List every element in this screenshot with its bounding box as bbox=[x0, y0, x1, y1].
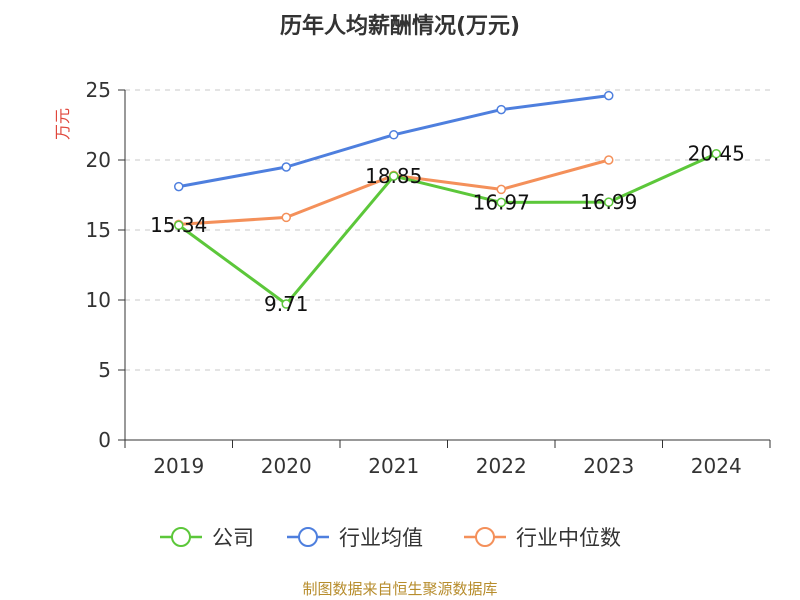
grid-lines bbox=[125, 89, 770, 371]
axes: 0 5 10 15 20 25 2019 2020 2021 2022 2023 2024 bbox=[86, 78, 771, 478]
data-labels: 15.34 9.71 18.85 16.97 16.99 20.45 bbox=[150, 142, 745, 316]
data-point[interactable] bbox=[174, 220, 184, 230]
legend-label: 行业中位数 bbox=[516, 526, 621, 550]
source-note: 制图数据来自恒生聚源数据库 bbox=[302, 580, 497, 598]
data-label: 16.97 bbox=[473, 190, 530, 214]
legend-item[interactable]: 行业中位数 bbox=[464, 526, 621, 550]
data-point[interactable] bbox=[174, 181, 184, 192]
y-axis-label: 万元 bbox=[53, 108, 72, 140]
x-tick-label: 2020 bbox=[261, 454, 312, 478]
data-point[interactable] bbox=[604, 197, 614, 207]
x-tick-label: 2023 bbox=[583, 454, 634, 478]
data-label: 20.45 bbox=[688, 142, 745, 166]
y-tick-label: 20 bbox=[86, 148, 111, 172]
x-tick-label: 2024 bbox=[691, 454, 742, 478]
legend-label: 行业均值 bbox=[339, 526, 423, 550]
x-tick-label: 2019 bbox=[153, 454, 204, 478]
data-label: 9.71 bbox=[264, 292, 309, 316]
y-tick-label: 25 bbox=[86, 78, 111, 102]
data-point[interactable] bbox=[604, 90, 614, 101]
data-label: 18.85 bbox=[365, 164, 422, 188]
legend[interactable]: 公司 行业均值 行业中位数 bbox=[160, 526, 621, 550]
legend-marker-icon bbox=[171, 527, 191, 547]
chart-title: 历年人均薪酬情况(万元) bbox=[280, 13, 520, 39]
legend-marker-icon bbox=[298, 527, 318, 547]
legend-marker-icon bbox=[475, 527, 495, 547]
data-point[interactable] bbox=[389, 130, 399, 140]
data-point[interactable] bbox=[604, 155, 614, 165]
data-point[interactable] bbox=[281, 162, 291, 172]
data-label: 15.34 bbox=[150, 213, 207, 237]
y-tick-label: 15 bbox=[86, 218, 111, 242]
data-label: 16.99 bbox=[580, 190, 637, 214]
legend-item[interactable]: 公司 bbox=[160, 526, 254, 550]
legend-label: 公司 bbox=[212, 526, 254, 550]
series-lines bbox=[174, 90, 721, 309]
data-point[interactable] bbox=[496, 197, 506, 208]
series-line-0 bbox=[177, 152, 717, 306]
data-point[interactable] bbox=[281, 212, 291, 223]
data-point[interactable] bbox=[496, 184, 506, 195]
data-point[interactable] bbox=[496, 104, 506, 115]
x-tick-label: 2021 bbox=[368, 454, 419, 478]
data-point[interactable] bbox=[281, 299, 291, 309]
legend-item[interactable]: 行业均值 bbox=[287, 526, 423, 550]
y-tick-label: 5 bbox=[98, 358, 111, 382]
x-tick-label: 2022 bbox=[476, 454, 527, 478]
y-tick-label: 10 bbox=[86, 288, 111, 312]
data-point[interactable] bbox=[389, 171, 399, 181]
data-point[interactable] bbox=[711, 148, 721, 159]
y-tick-label: 0 bbox=[98, 428, 111, 452]
